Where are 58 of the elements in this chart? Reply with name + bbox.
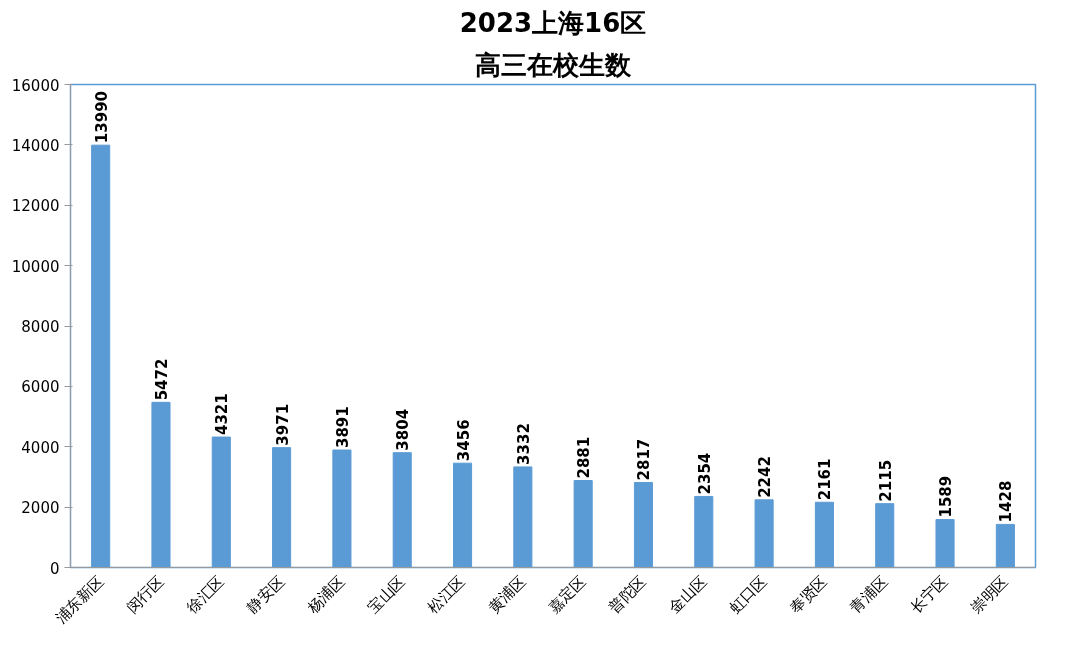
bar — [452, 462, 473, 568]
data-label: 1428 — [997, 480, 1016, 523]
bar — [935, 519, 955, 568]
data-label: 3456 — [454, 419, 473, 462]
bar — [332, 449, 352, 568]
x-tick-label: 金山区 — [665, 572, 711, 617]
data-label: 2817 — [635, 438, 654, 481]
y-tick-label: 10000 — [11, 257, 60, 276]
data-label: 3891 — [333, 406, 352, 449]
data-label: 3332 — [514, 423, 533, 465]
y-tick-label: 14000 — [11, 136, 60, 155]
bar — [754, 499, 774, 568]
data-label: 2354 — [695, 452, 714, 495]
bar — [633, 481, 654, 568]
bar — [573, 480, 593, 568]
bar — [995, 523, 1015, 568]
x-tick-label: 奉贤区 — [786, 572, 831, 617]
y-tick-label: 8000 — [21, 318, 60, 336]
x-tick-label: 普陀区 — [605, 572, 650, 617]
data-label: 2242 — [756, 456, 775, 498]
x-tick-label: 静安区 — [243, 572, 288, 617]
chart-subtitle: 高三在校生数 — [475, 49, 632, 80]
data-label: 2161 — [816, 458, 835, 501]
bar — [91, 144, 111, 568]
x-tick-label: 闵行区 — [122, 572, 168, 617]
chart-title: 2023上海16区 — [459, 7, 647, 38]
y-tick-label: 16000 — [11, 76, 60, 95]
x-tick-label: 虹口区 — [725, 572, 771, 617]
bar — [272, 447, 292, 568]
x-tick-label: 青浦区 — [846, 572, 892, 617]
data-label: 13990 — [92, 90, 111, 144]
data-label: 2881 — [575, 436, 594, 479]
x-tick-label: 长宁区 — [906, 572, 952, 617]
x-tick-label: 松江区 — [424, 572, 469, 617]
data-label: 4321 — [213, 393, 232, 436]
y-tick-label: 4000 — [21, 438, 60, 457]
bar — [694, 495, 714, 568]
bar — [211, 436, 231, 568]
data-label: 1589 — [937, 475, 956, 518]
data-label: 3804 — [394, 408, 413, 451]
bar — [875, 503, 895, 568]
x-tick-label: 徐汇区 — [183, 572, 228, 617]
y-tick-label: 6000 — [21, 378, 60, 397]
x-tick-label: 宝山区 — [364, 572, 409, 617]
data-label: 5472 — [152, 358, 171, 401]
y-tick-label: 12000 — [11, 197, 60, 216]
bar — [814, 501, 834, 568]
x-tick-label: 嘉定区 — [544, 572, 590, 617]
x-tick-label: 杨浦区 — [303, 572, 349, 618]
data-label: 2115 — [876, 459, 895, 502]
data-label: 3971 — [273, 403, 292, 446]
y-tick-label: 2000 — [21, 499, 60, 518]
bar — [392, 452, 412, 568]
bar — [151, 401, 171, 568]
y-tick-label: 0 — [49, 559, 60, 578]
x-tick-label: 崇明区 — [967, 572, 1012, 617]
x-tick-label: 黄浦区 — [484, 572, 530, 617]
bar — [513, 466, 533, 568]
